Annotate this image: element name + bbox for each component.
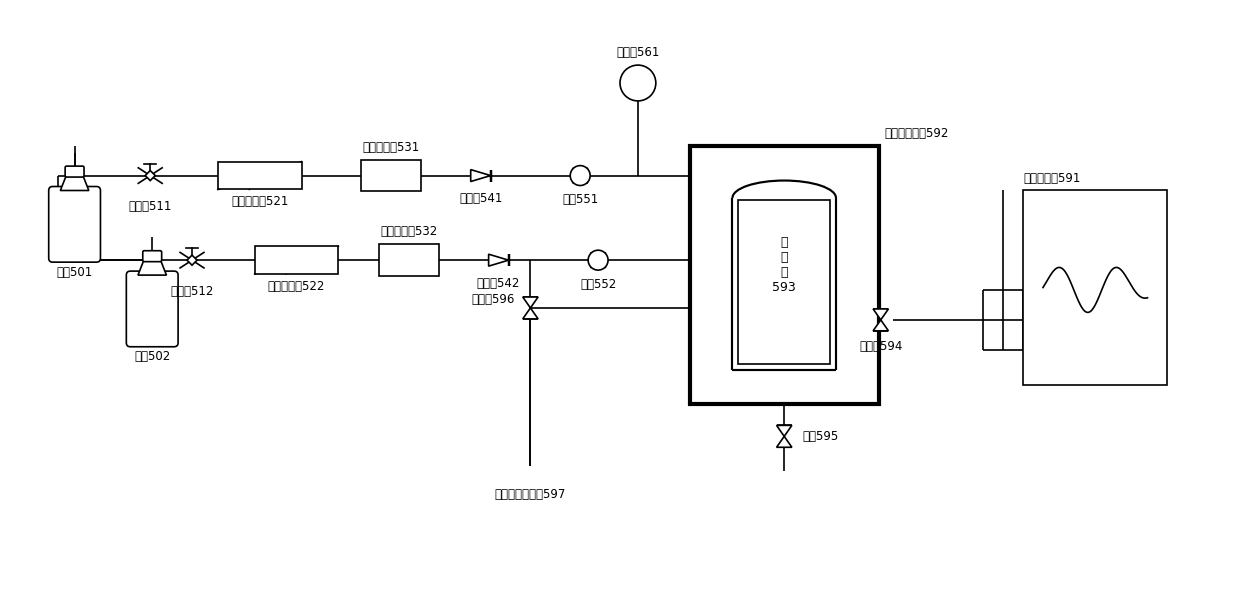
Text: 球阀552: 球阀552 (580, 278, 616, 291)
Text: 调压阀512: 调压阀512 (170, 285, 213, 298)
Polygon shape (218, 162, 301, 189)
Polygon shape (776, 425, 792, 437)
Polygon shape (61, 175, 89, 191)
Text: 核磁共振谱仪592: 核磁共振谱仪592 (885, 127, 949, 140)
Polygon shape (471, 169, 491, 182)
Polygon shape (254, 246, 339, 274)
Text: 质量流量计531: 质量流量计531 (362, 140, 419, 153)
Polygon shape (776, 437, 792, 447)
Text: 单向阀541: 单向阀541 (459, 192, 502, 205)
Polygon shape (1023, 191, 1167, 385)
Text: 质量流量计532: 质量流量计532 (381, 225, 438, 238)
Circle shape (620, 65, 656, 101)
Polygon shape (873, 309, 888, 320)
Text: 四极质谱仪591: 四极质谱仪591 (1023, 172, 1080, 185)
Circle shape (570, 166, 590, 185)
Polygon shape (489, 254, 508, 266)
Text: 针阀595: 针阀595 (802, 430, 838, 443)
Polygon shape (873, 320, 888, 331)
Polygon shape (138, 259, 166, 275)
Text: 超极化气体入口597: 超极化气体入口597 (495, 488, 567, 501)
Circle shape (588, 250, 608, 270)
Text: 气源502: 气源502 (134, 350, 170, 363)
FancyBboxPatch shape (66, 166, 84, 177)
FancyBboxPatch shape (48, 186, 100, 262)
Polygon shape (523, 297, 538, 308)
Text: 截止阀596: 截止阀596 (471, 293, 515, 306)
Polygon shape (187, 255, 197, 265)
Text: 截止阀594: 截止阀594 (859, 340, 903, 353)
Text: 反
应
器
593: 反 应 器 593 (773, 236, 796, 294)
Polygon shape (361, 160, 420, 192)
Polygon shape (523, 308, 538, 319)
Text: 调压阀511: 调压阀511 (129, 201, 172, 214)
Text: 气源501: 气源501 (57, 266, 93, 278)
FancyBboxPatch shape (126, 271, 179, 347)
Polygon shape (689, 146, 879, 405)
Text: 压力表561: 压力表561 (616, 46, 660, 59)
Polygon shape (145, 171, 155, 181)
Polygon shape (379, 244, 439, 276)
FancyBboxPatch shape (143, 251, 161, 261)
Text: 球阀551: 球阀551 (562, 194, 599, 206)
Text: 水氧过滤器521: 水氧过滤器521 (231, 195, 289, 208)
Text: 水氧过滤器522: 水氧过滤器522 (268, 280, 325, 293)
Text: 单向阀542: 单向阀542 (477, 277, 521, 290)
Polygon shape (739, 200, 830, 363)
